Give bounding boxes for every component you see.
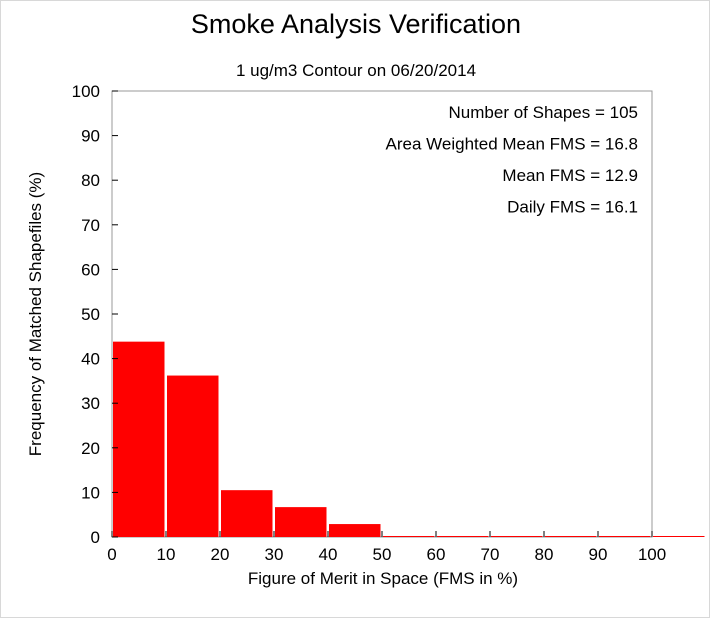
y-tick-label: 100	[72, 82, 100, 101]
stats-annotation: Mean FMS = 12.9	[502, 166, 638, 185]
histogram-bar	[383, 536, 435, 537]
x-tick-label: 50	[373, 545, 392, 564]
x-axis-label: Figure of Merit in Space (FMS in %)	[247, 569, 519, 588]
x-tick-label: 100	[638, 545, 666, 564]
x-tick-label: 20	[211, 545, 230, 564]
y-tick-label: 0	[91, 528, 100, 547]
y-tick-label: 90	[81, 127, 100, 146]
x-tick-label: 90	[589, 545, 608, 564]
chart-subtitle: 1 ug/m3 Contour on 06/20/2014	[235, 61, 477, 80]
y-tick-label: 50	[81, 305, 100, 324]
histogram-bar	[113, 341, 165, 537]
chart-title: Smoke Analysis Verification	[190, 9, 522, 39]
histogram-bar	[221, 490, 273, 537]
histogram-bar	[653, 536, 705, 537]
histogram-bar	[491, 536, 543, 537]
histogram-bar	[275, 507, 327, 537]
histogram-bar	[167, 375, 219, 537]
histogram-bar	[437, 536, 489, 537]
stats-annotation: Number of Shapes = 105	[449, 103, 638, 122]
y-tick-label: 30	[81, 394, 100, 413]
x-tick-label: 70	[481, 545, 500, 564]
y-tick-label: 40	[81, 350, 100, 369]
y-tick-label: 70	[81, 216, 100, 235]
y-tick-label: 10	[81, 483, 100, 502]
x-tick-label: 30	[265, 545, 284, 564]
x-tick-label: 10	[157, 545, 176, 564]
stats-annotation: Area Weighted Mean FMS = 16.8	[386, 135, 638, 154]
histogram-bar	[599, 536, 651, 537]
x-tick-label: 40	[319, 545, 338, 564]
x-tick-label: 60	[427, 545, 446, 564]
y-tick-label: 60	[81, 260, 100, 279]
histogram-bar	[545, 536, 597, 537]
histogram-bar	[329, 524, 381, 537]
y-tick-label: 80	[81, 171, 100, 190]
x-tick-label: 80	[535, 545, 554, 564]
stats-annotation: Daily FMS = 16.1	[507, 198, 638, 217]
x-tick-label: 0	[107, 545, 116, 564]
y-tick-label: 20	[81, 439, 100, 458]
